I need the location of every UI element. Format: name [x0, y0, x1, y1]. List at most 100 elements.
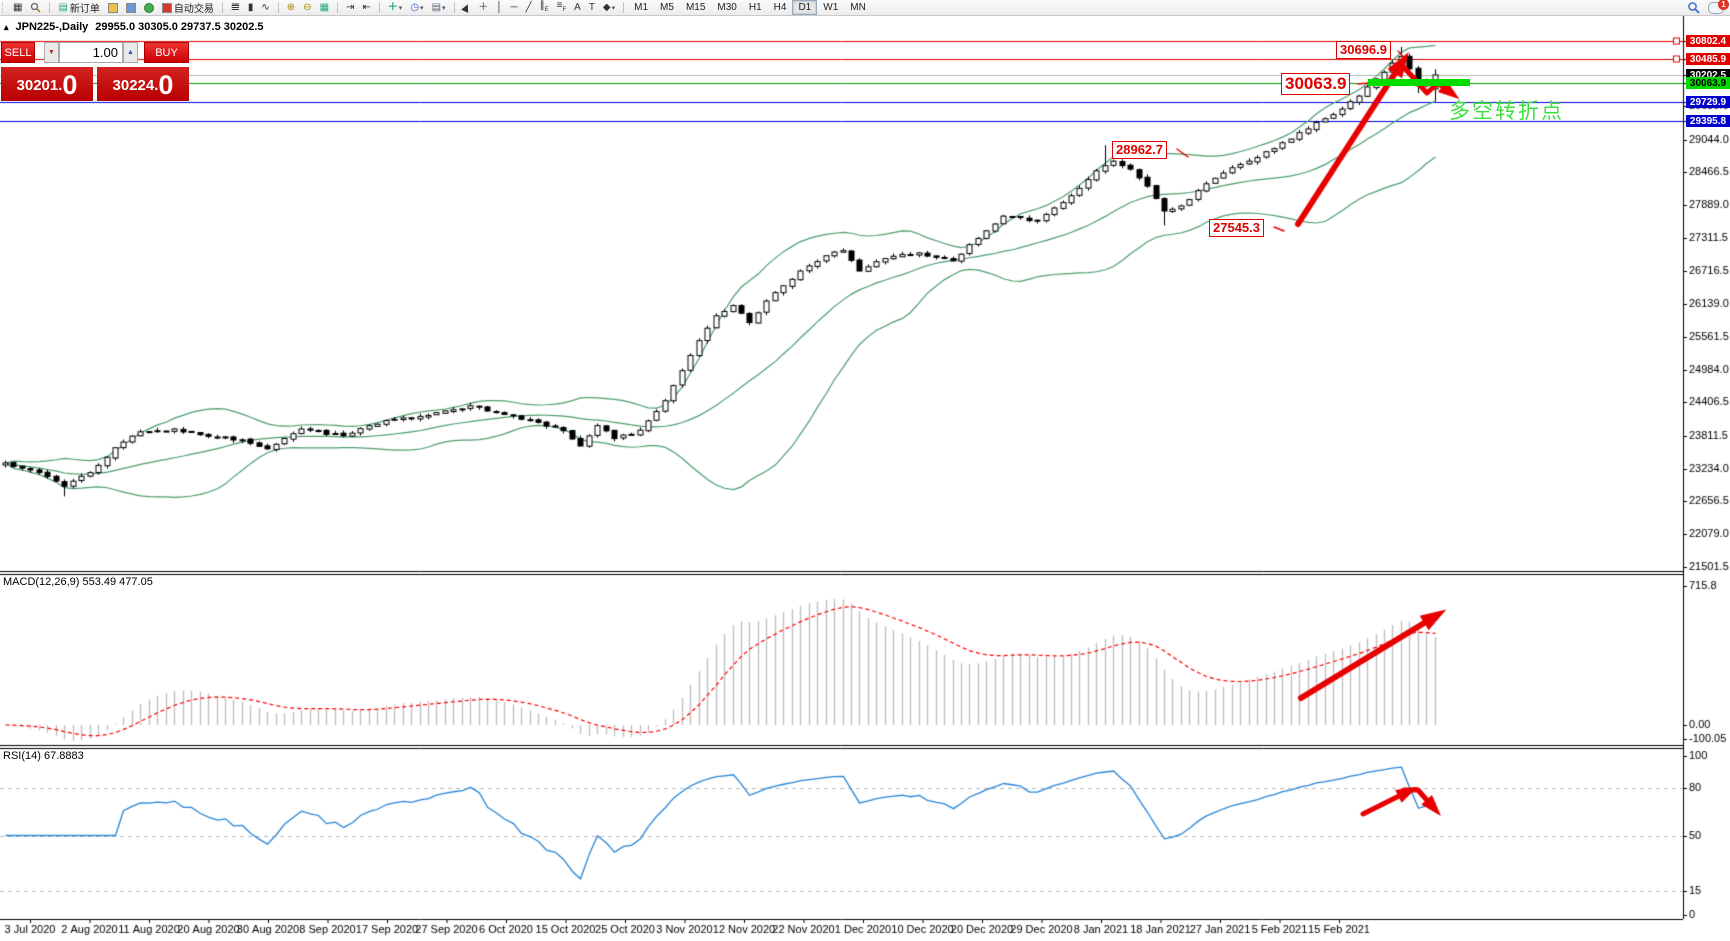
one-click-trade-panel: SELL ▼ ▲ BUY 30201.0 30224.0: [1, 42, 195, 101]
chart-symbol-icon: ▴: [4, 21, 9, 32]
tile-windows-button[interactable]: ▦: [317, 1, 332, 14]
toolbar-grip: [2, 2, 7, 13]
volume-increase-button[interactable]: ▲: [123, 42, 138, 63]
timeframe-toolbar: M1 M5 M15 M30 H1 H4 D1 W1 MN: [628, 0, 872, 15]
zoom-out-icon: ⊖: [303, 1, 312, 13]
chat-bubble-icon[interactable]: 1: [1708, 0, 1729, 14]
price-badge-resistance-2: 30485.9: [1686, 53, 1730, 65]
volume-input[interactable]: [59, 42, 123, 63]
toolbar: ▦ ▤ 新订单 自动交易 𝌆 ▮ ∿ ⊕ ⊖ ▦ ⇥ ⇤ ＋ ▾ ◷ ▾ ▤ ▾ ▶: [0, 0, 1730, 16]
tf-button-M30[interactable]: M30: [717, 2, 737, 13]
price-badge-support-1: 29729.9: [1686, 96, 1730, 108]
tf-button-H1[interactable]: H1: [748, 2, 762, 13]
annotation-price-label-30696[interactable]: 30696.9: [1336, 41, 1391, 59]
market-watch-button[interactable]: [27, 1, 44, 14]
text-label-button[interactable]: T: [586, 1, 598, 14]
candlestick-chart-button[interactable]: ▮: [245, 1, 257, 14]
text-label-icon: T: [588, 1, 595, 13]
magnifier-icon: [31, 2, 42, 13]
crosshair-button[interactable]: ＋: [475, 1, 491, 14]
zoom-in-icon: ⊕: [286, 1, 296, 13]
indicators-plus-icon: ＋: [387, 1, 398, 13]
zoom-out-button[interactable]: ⊖: [300, 1, 314, 14]
chevron-down-icon: ▾: [611, 4, 616, 12]
template-chart-icon: ▤: [431, 1, 442, 13]
signal-icon: [143, 2, 154, 13]
terminal-button[interactable]: [123, 1, 139, 14]
trendline-icon: ╱: [525, 1, 532, 13]
text-icon: A: [574, 1, 581, 13]
tf-button-M5[interactable]: M5: [660, 2, 674, 13]
new-order-icon: ▤: [58, 1, 68, 13]
toolbar-separator: [378, 2, 380, 13]
tf-button-MN[interactable]: MN: [850, 2, 866, 13]
new-order-button[interactable]: ▤ 新订单: [55, 1, 102, 15]
horizontal-line-button[interactable]: ─: [507, 1, 520, 14]
toolbar-separator: [337, 2, 339, 13]
toolbar-separator: [221, 2, 223, 13]
bar-chart-icon: 𝌆: [230, 1, 240, 13]
volume-decrease-button[interactable]: ▼: [44, 42, 59, 63]
annotation-green-zone-bar[interactable]: [1368, 79, 1470, 86]
cursor-button[interactable]: ▶: [459, 1, 474, 14]
clock-icon: ◷: [410, 1, 420, 13]
auto-trading-label: 自动交易: [173, 4, 214, 15]
crosshair-icon: ＋: [478, 1, 489, 13]
indicators-button[interactable]: ＋ ▾: [385, 1, 406, 14]
signals-button[interactable]: [141, 1, 157, 14]
annotation-price-label-30063[interactable]: 30063.9: [1281, 73, 1351, 95]
new-order-label: 新订单: [69, 4, 100, 15]
auto-trading-icon: [161, 2, 172, 13]
notification-badge: 1: [1718, 0, 1729, 10]
buy-price-main: 30224.: [112, 77, 159, 94]
toolbar-separator: [623, 2, 625, 13]
line-chart-button[interactable]: ∿: [258, 1, 272, 14]
fibonacci-icon: ≡F: [556, 0, 567, 13]
fibonacci-button[interactable]: ≡F: [554, 0, 570, 14]
auto-trading-button[interactable]: 自动交易: [159, 1, 217, 15]
macd-indicator-label: MACD(12,26,9) 553.49 477.05: [3, 576, 153, 588]
annotation-price-label-28962[interactable]: 28962.7: [1112, 141, 1167, 159]
toolbar-separator: [49, 2, 51, 13]
price-badge-support-green: 30063.9: [1686, 77, 1730, 89]
tf-button-D1[interactable]: D1: [792, 0, 818, 15]
toolbar-right-group: 1: [1687, 0, 1729, 15]
periods-button[interactable]: ◷ ▾: [407, 1, 426, 14]
chart-window-button[interactable]: ▦: [10, 1, 25, 14]
arrow-objects-icon: ◆: [602, 1, 611, 13]
tf-button-H4[interactable]: H4: [773, 2, 787, 13]
tf-button-M1[interactable]: M1: [634, 2, 649, 13]
price-badge-resistance-1: 30802.4: [1686, 35, 1730, 47]
templates-button[interactable]: ▤ ▾: [429, 1, 449, 14]
history-center-button[interactable]: [105, 1, 121, 14]
auto-scroll-button[interactable]: ⇥: [343, 1, 357, 14]
buy-button[interactable]: BUY: [144, 42, 189, 63]
ohlc-values: 29955.0 30305.0 29737.5 30202.5: [95, 21, 264, 33]
tf-button-M15[interactable]: M15: [685, 2, 706, 13]
zoom-in-button[interactable]: ⊕: [284, 1, 298, 14]
trendline-button[interactable]: ╱: [523, 1, 535, 14]
buy-price-display[interactable]: 30224. 0: [97, 67, 189, 101]
arrows-button[interactable]: ◆ ▾: [600, 1, 618, 14]
annotation-turning-point-text[interactable]: 多空转折点: [1449, 100, 1564, 123]
sell-price-display[interactable]: 30201. 0: [1, 67, 93, 101]
buy-price-pips: 0: [158, 70, 174, 100]
symbol-period-label: JPN225-,Daily: [15, 21, 89, 33]
tf-button-W1[interactable]: W1: [823, 2, 839, 13]
bar-chart-button[interactable]: 𝌆: [228, 1, 243, 14]
text-button[interactable]: A: [571, 1, 584, 14]
history-center-icon: [107, 2, 118, 13]
channel-button[interactable]: ∥E: [537, 0, 552, 14]
vertical-line-icon: │: [496, 1, 503, 13]
equidistant-channel-icon: ∥E: [539, 0, 549, 13]
terminal-icon: [125, 2, 136, 13]
vertical-line-button[interactable]: │: [493, 1, 505, 14]
sell-button[interactable]: SELL: [1, 42, 35, 63]
search-icon[interactable]: [1687, 1, 1700, 14]
chevron-down-icon: ▾: [442, 4, 446, 12]
annotation-price-label-27545[interactable]: 27545.3: [1209, 219, 1264, 237]
chart-shift-button[interactable]: ⇤: [359, 1, 373, 14]
sell-price-pips: 0: [62, 70, 78, 100]
chart-shift-icon: ⇤: [362, 1, 371, 13]
